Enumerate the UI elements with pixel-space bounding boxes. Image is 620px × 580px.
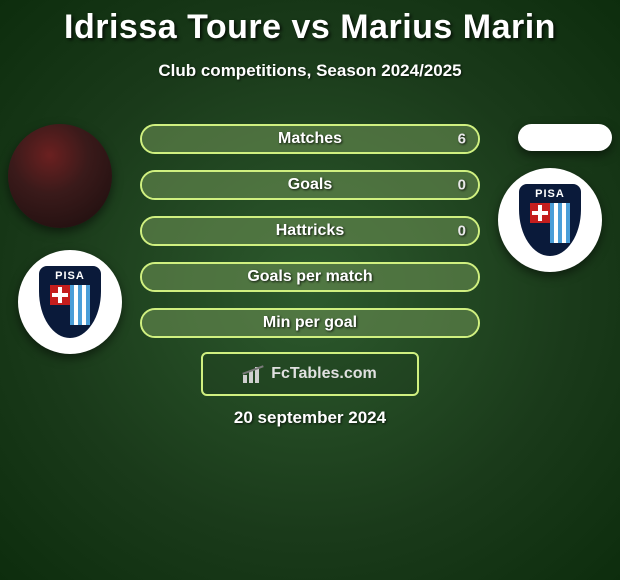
brand-label: FcTables.com: [271, 365, 377, 383]
stat-bar-row: Matches6: [140, 124, 480, 154]
stat-bar-label: Goals per match: [142, 268, 478, 286]
player-avatar-left: [8, 124, 112, 228]
date-label: 20 september 2024: [0, 408, 620, 428]
club-name-label: PISA: [535, 188, 565, 200]
club-name-label: PISA: [55, 270, 85, 282]
stat-bar-label: Min per goal: [142, 314, 478, 332]
stat-bar-label: Hattricks: [142, 222, 478, 240]
pisa-shield-icon: PISA: [39, 266, 101, 338]
stat-bar-value: 6: [458, 131, 466, 148]
stat-bar-row: Min per goal: [140, 308, 480, 338]
club-badge-right: PISA: [498, 168, 602, 272]
stat-bar-value: 0: [458, 177, 466, 194]
stat-bar-label: Matches: [142, 130, 478, 148]
stat-bar-row: Goals0: [140, 170, 480, 200]
pisa-shield-icon: PISA: [519, 184, 581, 256]
brand-box: FcTables.com: [201, 352, 419, 396]
stats-bars: Matches6Goals0Hattricks0Goals per matchM…: [140, 124, 480, 354]
chart-icon: [243, 365, 265, 383]
subtitle: Club competitions, Season 2024/2025: [0, 61, 620, 81]
stat-bar-row: Goals per match: [140, 262, 480, 292]
stat-bar-value: 0: [458, 223, 466, 240]
stat-bar-row: Hattricks0: [140, 216, 480, 246]
club-badge-left: PISA: [18, 250, 122, 354]
stat-bar-label: Goals: [142, 176, 478, 194]
player-avatar-right: [518, 124, 612, 151]
page-title: Idrissa Toure vs Marius Marin: [0, 0, 620, 47]
